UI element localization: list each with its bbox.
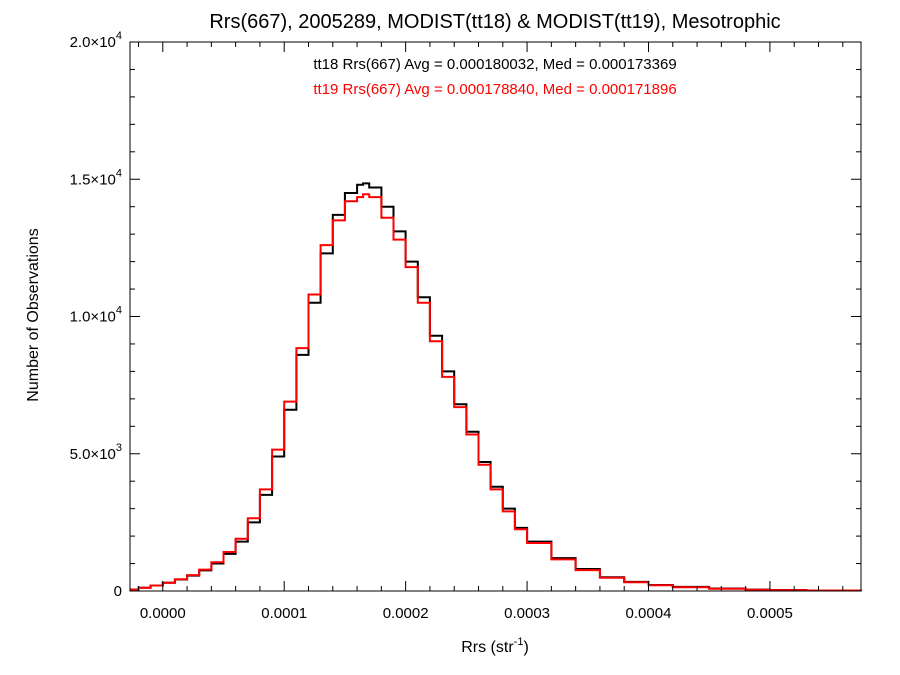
y-axis-label: Number of Observations <box>25 228 42 401</box>
y-tick-label: 1.5×104 <box>70 167 122 188</box>
y-tick-label: 1.0×104 <box>70 305 122 326</box>
series-line-1 <box>130 182 862 592</box>
x-tick-label: 0.0002 <box>383 605 429 622</box>
series-layer <box>130 182 862 592</box>
plot-frame <box>129 41 862 592</box>
chart-title: Rrs(667), 2005289, MODIST(tt18) & MODIST… <box>209 11 780 33</box>
x-tick-label: 0.0000 <box>140 605 186 622</box>
x-axis-label-end: ) <box>523 639 528 656</box>
x-axis-label-superscript: -1 <box>514 636 524 648</box>
y-tick-label: 0 <box>114 583 122 600</box>
y-tick-label: 2.0×104 <box>70 30 122 51</box>
x-tick-label: 0.0001 <box>261 605 307 622</box>
x-tick-label: 0.0003 <box>504 605 550 622</box>
x-axis: 0.0000 0.0001 0.0002 0.0003 0.0004 0.0005 <box>138 42 844 622</box>
x-tick-label: 0.0005 <box>747 605 793 622</box>
series-line-2 <box>130 193 862 592</box>
annotation-2: tt19 Rrs(667) Avg = 0.000178840, Med = 0… <box>313 81 676 98</box>
y-tick-label: 5.0×103 <box>70 442 122 463</box>
x-axis-label: Rrs (str-1) <box>461 636 529 656</box>
annotation-1: tt18 Rrs(667) Avg = 0.000180032, Med = 0… <box>313 56 676 73</box>
x-axis-label-base: Rrs (str <box>461 639 514 656</box>
y-axis: 0 5.0×103 1.0×104 1.5×104 2.0×104 <box>70 30 861 600</box>
annotations: tt18 Rrs(667) Avg = 0.000180032, Med = 0… <box>313 56 676 98</box>
x-tick-label: 0.0004 <box>626 605 672 622</box>
